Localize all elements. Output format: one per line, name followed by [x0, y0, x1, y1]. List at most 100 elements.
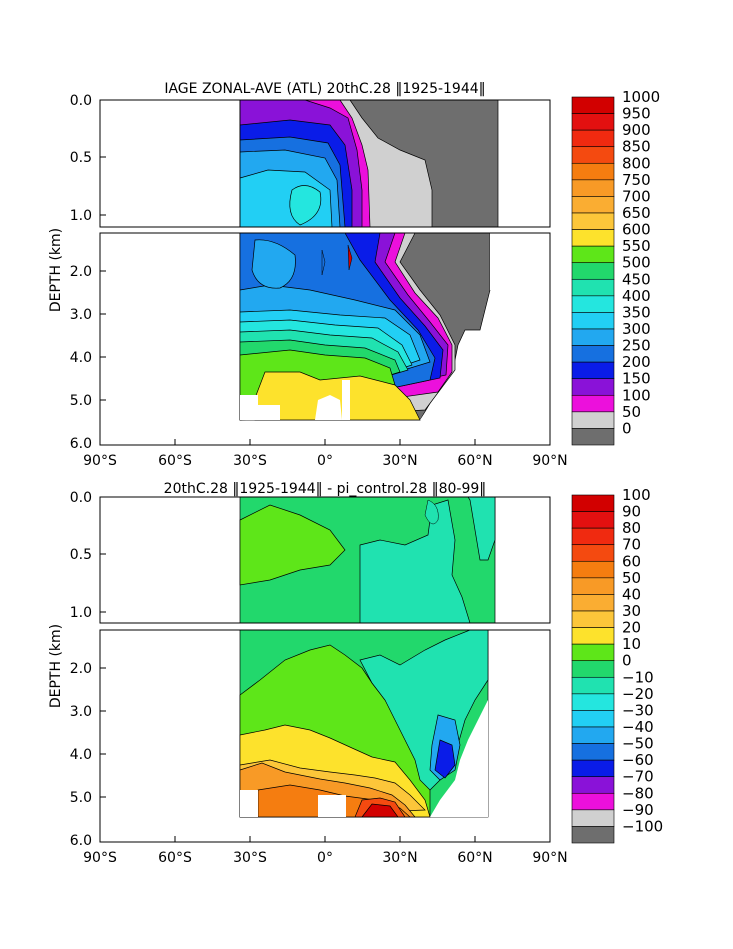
panel1-xtick-label: 90°S: [83, 453, 117, 469]
colorbar-swatch: [571, 428, 615, 446]
panel2-xtick-label: 0°: [317, 850, 333, 866]
panel2-lower-field: [239, 629, 489, 818]
panel-iage-zonal-average: IAGE ZONAL-AVE (ATL) 20thC.28 ‖1925-1944…: [48, 81, 660, 469]
colorbar-swatch: [571, 560, 615, 579]
colorbar-label: 850: [622, 138, 651, 156]
panel2-ytick-label: 2.0: [70, 661, 92, 677]
panel2-xtick-label: 90°N: [532, 850, 567, 866]
colorbar-swatch: [571, 328, 615, 346]
colorbar-label: 90: [622, 503, 641, 521]
colorbar-label: 400: [622, 287, 651, 305]
panel2-xtick-label: 30°N: [382, 850, 417, 866]
colorbar-label: 30: [622, 602, 641, 620]
panel2-xtick-label: 60°S: [158, 850, 192, 866]
colorbar-swatch: [571, 411, 615, 429]
colorbar-label: 650: [622, 204, 651, 222]
panel1-title: IAGE ZONAL-AVE (ATL) 20thC.28 ‖1925-1944…: [164, 81, 485, 97]
colorbar-label: 750: [622, 171, 651, 189]
colorbar-swatch: [571, 361, 615, 380]
panel1-xtick-label: 30°S: [233, 453, 267, 469]
panel2-xtick-label: 90°S: [83, 850, 117, 866]
colorbar-label: 70: [622, 536, 641, 554]
panel1-lower-field: [239, 232, 500, 421]
colorbar-label: −60: [622, 751, 654, 769]
colorbar-label: 100: [622, 386, 651, 404]
colorbar-swatch: [571, 96, 615, 114]
panel2-xtick-label: 30°S: [233, 850, 267, 866]
colorbar-swatch: [571, 129, 615, 148]
panel2-upper-frame: [99, 496, 551, 624]
colorbar-label: 40: [622, 585, 641, 603]
colorbar-swatch: [571, 809, 615, 827]
panel-anomaly-difference: 20thC.28 ‖1925-1944‖ - pi_control.28 ‖80…: [48, 481, 663, 866]
colorbar-swatch: [571, 113, 615, 131]
panel1-xtick-label: 30°N: [382, 453, 417, 469]
colorbar-label: −80: [622, 784, 654, 802]
colorbar-swatch: [571, 610, 615, 628]
panel1-xtick-label: 0°: [317, 453, 333, 469]
colorbar-swatch: [571, 643, 615, 662]
panel1-x-axis: 90°S 60°S 30°S 0° 30°N 60°N 90°N: [83, 453, 568, 469]
colorbar-label: 600: [622, 221, 651, 239]
colorbar-swatch: [571, 759, 615, 778]
colorbar-swatch: [571, 162, 615, 181]
panel2-ytick-label: 0.5: [70, 547, 92, 563]
colorbar-label: 100: [622, 486, 651, 504]
colorbar-swatch: [571, 212, 615, 230]
colorbar-swatch: [571, 394, 615, 413]
colorbar-label: 800: [622, 154, 651, 172]
colorbar-label: 250: [622, 337, 651, 355]
colorbar-swatch: [571, 627, 615, 645]
colorbar-label: 450: [622, 270, 651, 288]
colorbar-label: −20: [622, 685, 654, 703]
colorbar-swatch: [571, 676, 615, 695]
colorbar-label: 60: [622, 552, 641, 570]
panel2-title: 20thC.28 ‖1925-1944‖ - pi_control.28 ‖80…: [164, 481, 487, 497]
colorbar-label: 700: [622, 187, 651, 205]
colorbar-label: 500: [622, 254, 651, 272]
panel1-colorbar: 1000950900850800750700650600550500450400…: [571, 88, 660, 446]
colorbar-swatch: [571, 826, 615, 844]
colorbar-swatch: [571, 693, 615, 711]
colorbar-swatch: [571, 792, 615, 811]
colorbar-swatch: [571, 511, 615, 529]
colorbar-label: 80: [622, 519, 641, 537]
colorbar-label: −30: [622, 701, 654, 719]
colorbar-swatch: [571, 776, 615, 794]
colorbar-label: −70: [622, 768, 654, 786]
panel1-ytick-label: 6.0: [70, 436, 92, 452]
colorbar-swatch: [571, 295, 615, 313]
colorbar-label: 0: [622, 652, 632, 670]
colorbar-swatch: [571, 544, 615, 562]
colorbar-swatch: [571, 196, 615, 214]
panel1-upper-frame: [99, 99, 551, 228]
panel1-ytick-label: 0.0: [70, 93, 92, 109]
colorbar-swatch: [571, 726, 615, 744]
colorbar-label: 0: [622, 419, 632, 437]
colorbar-label: 150: [622, 370, 651, 388]
colorbar-label: 950: [622, 105, 651, 123]
colorbar-swatch: [571, 494, 615, 512]
panel2-y-axis: 0.0 0.5 1.0 2.0 3.0 4.0 5.0 6.0 DEPTH (k…: [48, 490, 92, 849]
panel1-y-axis: 0.0 0.5 1.0 2.0 3.0 4.0 5.0 6.0 DEPTH (k…: [48, 93, 92, 452]
panel1-ytick-label: 5.0: [70, 393, 92, 409]
colorbar-swatch: [571, 743, 615, 761]
colorbar-label: −10: [622, 668, 654, 686]
colorbar-swatch: [571, 710, 615, 728]
colorbar-swatch: [571, 179, 615, 197]
colorbar-swatch: [571, 345, 615, 363]
colorbar-swatch: [571, 146, 615, 164]
panel2-ytick-label: 4.0: [70, 747, 92, 763]
colorbar-label: −90: [622, 801, 654, 819]
panel1-ytick-label: 4.0: [70, 350, 92, 366]
colorbar-label: 20: [622, 619, 641, 637]
colorbar-swatch: [571, 577, 615, 595]
panel1-xtick-label: 60°S: [158, 453, 192, 469]
colorbar-label: 200: [622, 353, 651, 371]
panel2-ytick-label: 6.0: [70, 833, 92, 849]
colorbar-label: 300: [622, 320, 651, 338]
panel1-ytick-label: 3.0: [70, 307, 92, 323]
panel1-xtick-label: 60°N: [457, 453, 492, 469]
colorbar-label: −40: [622, 718, 654, 736]
